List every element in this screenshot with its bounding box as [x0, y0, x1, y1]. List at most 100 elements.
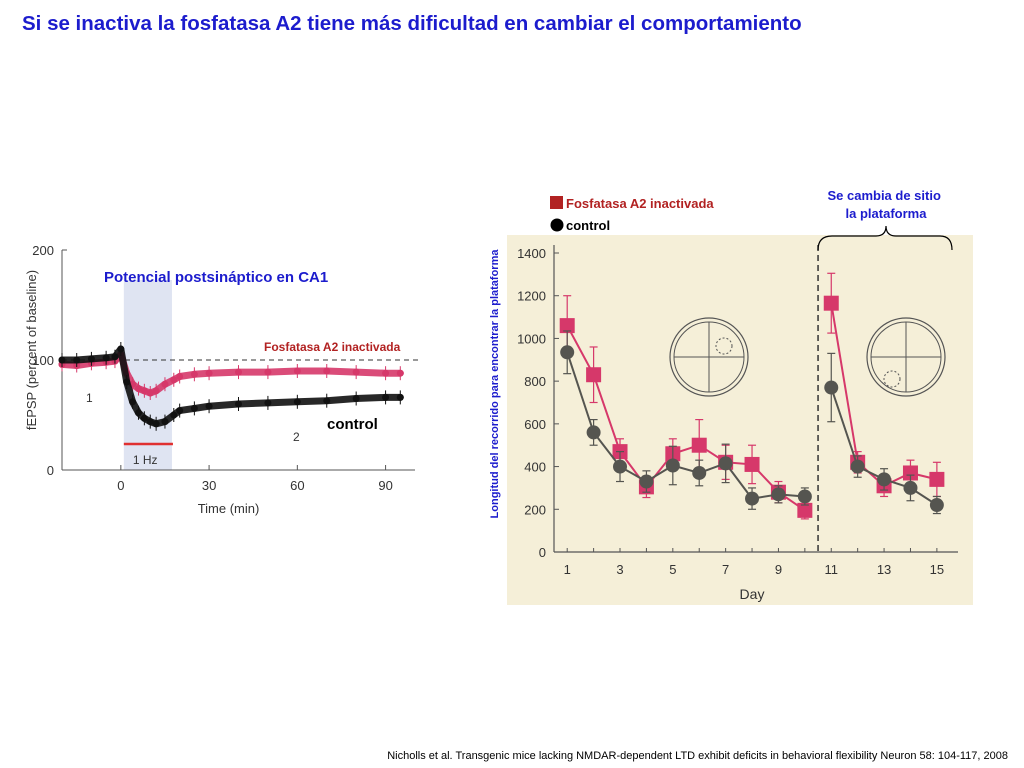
chart2-control-point — [929, 498, 944, 513]
chart2-control-point — [797, 489, 812, 504]
chart1-data-point — [134, 385, 142, 393]
annotation-brace — [817, 225, 953, 251]
chart1-data-point — [134, 409, 142, 417]
chart1-data-point — [102, 354, 110, 362]
chart1-x-tick-label: 90 — [378, 478, 392, 493]
chart2-control-point — [692, 465, 707, 480]
chart2-control-point — [771, 487, 786, 502]
chart1-data-point — [152, 387, 160, 395]
stimulation-band — [123, 280, 172, 470]
chart1-data-point — [205, 369, 213, 377]
chart1-xlabel: Time (min) — [198, 501, 260, 516]
chart2-xlabel: Day — [740, 586, 765, 602]
chart1-data-point — [73, 356, 81, 364]
page-title: Si se inactiva la fosfatasa A2 tiene más… — [22, 12, 802, 35]
chart1-x-tick-label: 60 — [290, 478, 304, 493]
chart1-data-point — [176, 407, 184, 415]
platform-location-icon — [715, 337, 733, 355]
chart1-data-point — [111, 353, 119, 361]
chart1-data-point — [146, 389, 154, 397]
series-label-fosfatasa: Fosfatasa A2 inactivada — [264, 340, 401, 354]
chart2-control-point — [745, 491, 760, 506]
chart2-y-tick-label: 800 — [524, 374, 546, 389]
chart1-data-point — [396, 369, 404, 377]
chart2-fosfatasa-point — [902, 465, 918, 481]
chart2-x-tick-label: 11 — [825, 562, 839, 577]
annotation-line-2: la plataforma — [846, 206, 928, 221]
chart2-fosfatasa-point — [823, 295, 839, 311]
chart1-y-tick-label: 200 — [32, 243, 54, 258]
chart1-data-point — [323, 367, 331, 375]
chart1-data-point — [382, 369, 390, 377]
chart2-y-tick-label: 200 — [524, 502, 546, 517]
chart2-x-tick-label: 1 — [564, 562, 571, 577]
chart1-data-point — [235, 368, 242, 376]
chart2-control-point — [560, 345, 575, 360]
chart1-data-point — [146, 418, 154, 426]
legend-square-icon — [550, 196, 563, 209]
chart2-control-point — [877, 472, 892, 487]
chart2-x-tick-label: 5 — [669, 562, 676, 577]
chart2-y-tick-label: 1000 — [517, 331, 546, 346]
chart2-x-tick-label: 13 — [877, 562, 891, 577]
chart1-ylabel: fEPSP (percent of baseline) — [24, 270, 39, 430]
chart1-data-point — [176, 373, 184, 380]
chart1-data-point — [123, 378, 131, 386]
chart1-data-point — [352, 368, 360, 376]
chart1-data-point — [293, 367, 301, 375]
chart2-fosfatasa-point — [929, 471, 945, 487]
legend-control: control — [566, 218, 610, 233]
chart1-data-point — [396, 393, 404, 401]
chart1-title: Potencial postsináptico en CA1 — [104, 269, 328, 286]
chart1-data-point — [140, 414, 148, 422]
chart1-y-tick-label: 0 — [47, 463, 54, 478]
chart2-x-tick-label: 3 — [616, 562, 623, 577]
marker-2: 2 — [293, 430, 300, 444]
chart2-x-tick-label: 15 — [930, 562, 944, 577]
chart2-x-tick-label: 9 — [775, 562, 782, 577]
series-label-control: control — [327, 416, 378, 433]
chart1-data-point — [235, 400, 242, 408]
marker-1: 1 — [86, 391, 93, 405]
chart2-y-tick-label: 600 — [524, 417, 546, 432]
chart2-control-point — [903, 480, 918, 495]
chart1-data-point — [170, 411, 178, 419]
chart1-data-point — [264, 368, 272, 376]
chart1-data-point — [382, 393, 390, 401]
chart2-control-point — [718, 456, 733, 471]
chart1-data-point — [293, 398, 301, 406]
annotation-text: Se cambia de sitio la plataforma — [827, 188, 944, 221]
platform-location-icon — [883, 370, 901, 388]
legend-fosfatasa: Fosfatasa A2 inactivada — [566, 196, 714, 211]
chart1-data-point — [190, 404, 198, 412]
chart1-data-point — [170, 376, 178, 384]
chart2-y-tick-label: 1400 — [517, 246, 546, 261]
chart2-background — [507, 235, 973, 605]
stim-label: 1 Hz — [133, 453, 158, 467]
chart2-control-point — [850, 459, 865, 474]
chart2-fosfatasa-point — [559, 318, 575, 334]
chart1-x-tick-label: 30 — [202, 478, 216, 493]
chart2-y-tick-label: 1200 — [517, 289, 546, 304]
chart2-control-point — [824, 380, 839, 395]
annotation-line-1: Se cambia de sitio — [827, 188, 940, 203]
chart2-ylabel: Longitud del recorrido para encontrar la… — [489, 249, 501, 519]
chart2-fosfatasa-point — [797, 502, 813, 518]
chart2-series-line — [566, 351, 805, 500]
chart2-y-tick-label: 400 — [524, 460, 546, 475]
chart1-data-point — [190, 370, 198, 378]
chart1-data-point — [161, 380, 169, 388]
pool-outer-circle-icon — [866, 317, 946, 397]
chart1-data-point — [140, 387, 148, 395]
chart2-series-line — [566, 325, 806, 512]
chart2-fosfatasa-point — [744, 456, 760, 472]
chart1-data-point — [205, 402, 213, 410]
legend-circle-icon — [550, 218, 564, 232]
chart1-data-point — [352, 395, 360, 402]
chart1-y-tick-label: 100 — [32, 353, 54, 368]
chart1-data-point — [152, 420, 160, 428]
citation: Nicholls et al. Transgenic mice lacking … — [387, 750, 1008, 762]
chart2-control-point — [586, 425, 601, 440]
